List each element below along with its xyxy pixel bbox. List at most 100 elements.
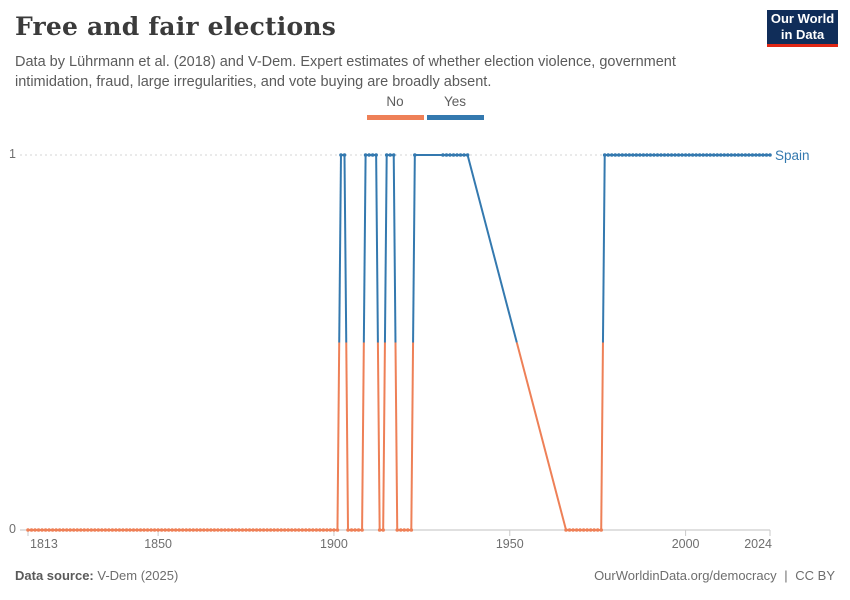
data-point — [216, 528, 220, 532]
data-point — [659, 153, 663, 157]
data-point — [135, 528, 139, 532]
data-point — [265, 528, 269, 532]
data-point — [592, 528, 596, 532]
footer-links: OurWorldinData.org/democracy | CC BY — [590, 568, 835, 583]
series-segment — [383, 154, 388, 343]
data-point — [89, 528, 94, 532]
data-point — [149, 528, 153, 532]
data-point — [82, 528, 87, 532]
data-point — [254, 528, 259, 532]
data-point — [743, 153, 748, 157]
data-point — [85, 528, 90, 532]
data-point — [673, 153, 677, 157]
series-label-spain[interactable]: Spain — [775, 148, 810, 163]
data-point — [441, 153, 445, 157]
data-point — [409, 528, 414, 532]
data-point — [342, 153, 347, 157]
data-point — [631, 153, 635, 157]
data-point — [627, 153, 632, 157]
data-point — [191, 528, 196, 532]
data-point — [237, 528, 241, 532]
data-point — [258, 528, 262, 532]
data-point — [64, 528, 69, 532]
license-link[interactable]: CC BY — [795, 568, 835, 583]
data-point — [230, 528, 234, 532]
chart-footer: Data source: V-Dem (2025) OurWorldinData… — [15, 568, 835, 583]
chart-subtitle: Data by Lührmann et al. (2018) and V-Dem… — [15, 52, 725, 93]
owid-link[interactable]: OurWorldinData.org/democracy — [594, 568, 777, 583]
data-point — [219, 528, 224, 532]
data-point — [110, 528, 115, 532]
data-point — [697, 153, 702, 157]
legend-item-yes[interactable]: Yes — [426, 94, 484, 120]
data-point — [40, 528, 44, 532]
data-point — [78, 528, 83, 532]
data-point — [311, 528, 315, 532]
data-point — [750, 153, 755, 157]
data-point — [223, 528, 227, 532]
data-point — [676, 153, 681, 157]
series-segment — [412, 154, 416, 343]
data-point — [405, 528, 410, 532]
data-point — [339, 153, 343, 157]
x-axis-label: 2024 — [744, 537, 772, 551]
data-point — [602, 153, 607, 157]
data-point — [634, 153, 639, 157]
series-segment — [515, 342, 568, 531]
data-point — [768, 153, 772, 157]
data-point — [381, 528, 385, 532]
data-point — [251, 528, 255, 532]
data-point — [609, 153, 614, 157]
series-segment — [336, 342, 341, 531]
page-title: Free and fair elections — [15, 12, 336, 41]
data-source[interactable]: Data source: V-Dem (2025) — [15, 568, 178, 583]
series-segment — [343, 154, 348, 343]
data-point — [704, 153, 709, 157]
series-segment — [392, 154, 397, 343]
data-point — [282, 528, 287, 532]
data-point — [384, 153, 389, 157]
data-point — [718, 153, 723, 157]
data-point — [202, 528, 206, 532]
data-point — [666, 153, 670, 157]
data-point — [462, 153, 466, 157]
x-axis-label: 1900 — [320, 537, 348, 551]
data-point — [701, 153, 705, 157]
data-point — [173, 528, 178, 532]
series-segment — [375, 154, 379, 343]
data-point — [170, 528, 174, 532]
series-segment — [338, 154, 342, 343]
data-point — [353, 528, 357, 532]
data-point — [318, 528, 322, 532]
data-point — [655, 153, 660, 157]
data-point — [50, 528, 55, 532]
data-point — [374, 153, 378, 157]
data-point — [279, 528, 283, 532]
data-point — [57, 528, 62, 532]
data-source-value: V-Dem (2025) — [97, 568, 179, 583]
legend-item-no[interactable]: No — [366, 94, 424, 120]
legend-swatch-no — [366, 115, 424, 120]
data-point — [268, 528, 273, 532]
legend-label-yes: Yes — [443, 94, 467, 109]
data-point — [571, 528, 575, 532]
data-point — [662, 153, 667, 157]
series-segment — [466, 154, 518, 343]
x-axis-label: 1950 — [495, 537, 524, 551]
data-point — [687, 153, 691, 157]
data-point — [194, 528, 199, 532]
data-point — [360, 528, 364, 532]
data-point — [226, 528, 231, 532]
data-point — [138, 528, 143, 532]
data-point — [205, 528, 210, 532]
data-point — [458, 153, 463, 157]
logo-line-2: in Data — [780, 27, 825, 42]
data-point — [296, 528, 301, 532]
owid-logo[interactable]: Our World in Data — [767, 10, 838, 47]
data-point — [54, 528, 58, 532]
data-point — [163, 528, 167, 532]
data-point — [465, 153, 470, 157]
data-point — [564, 528, 568, 532]
series-segment — [362, 154, 367, 343]
data-point — [356, 528, 361, 532]
